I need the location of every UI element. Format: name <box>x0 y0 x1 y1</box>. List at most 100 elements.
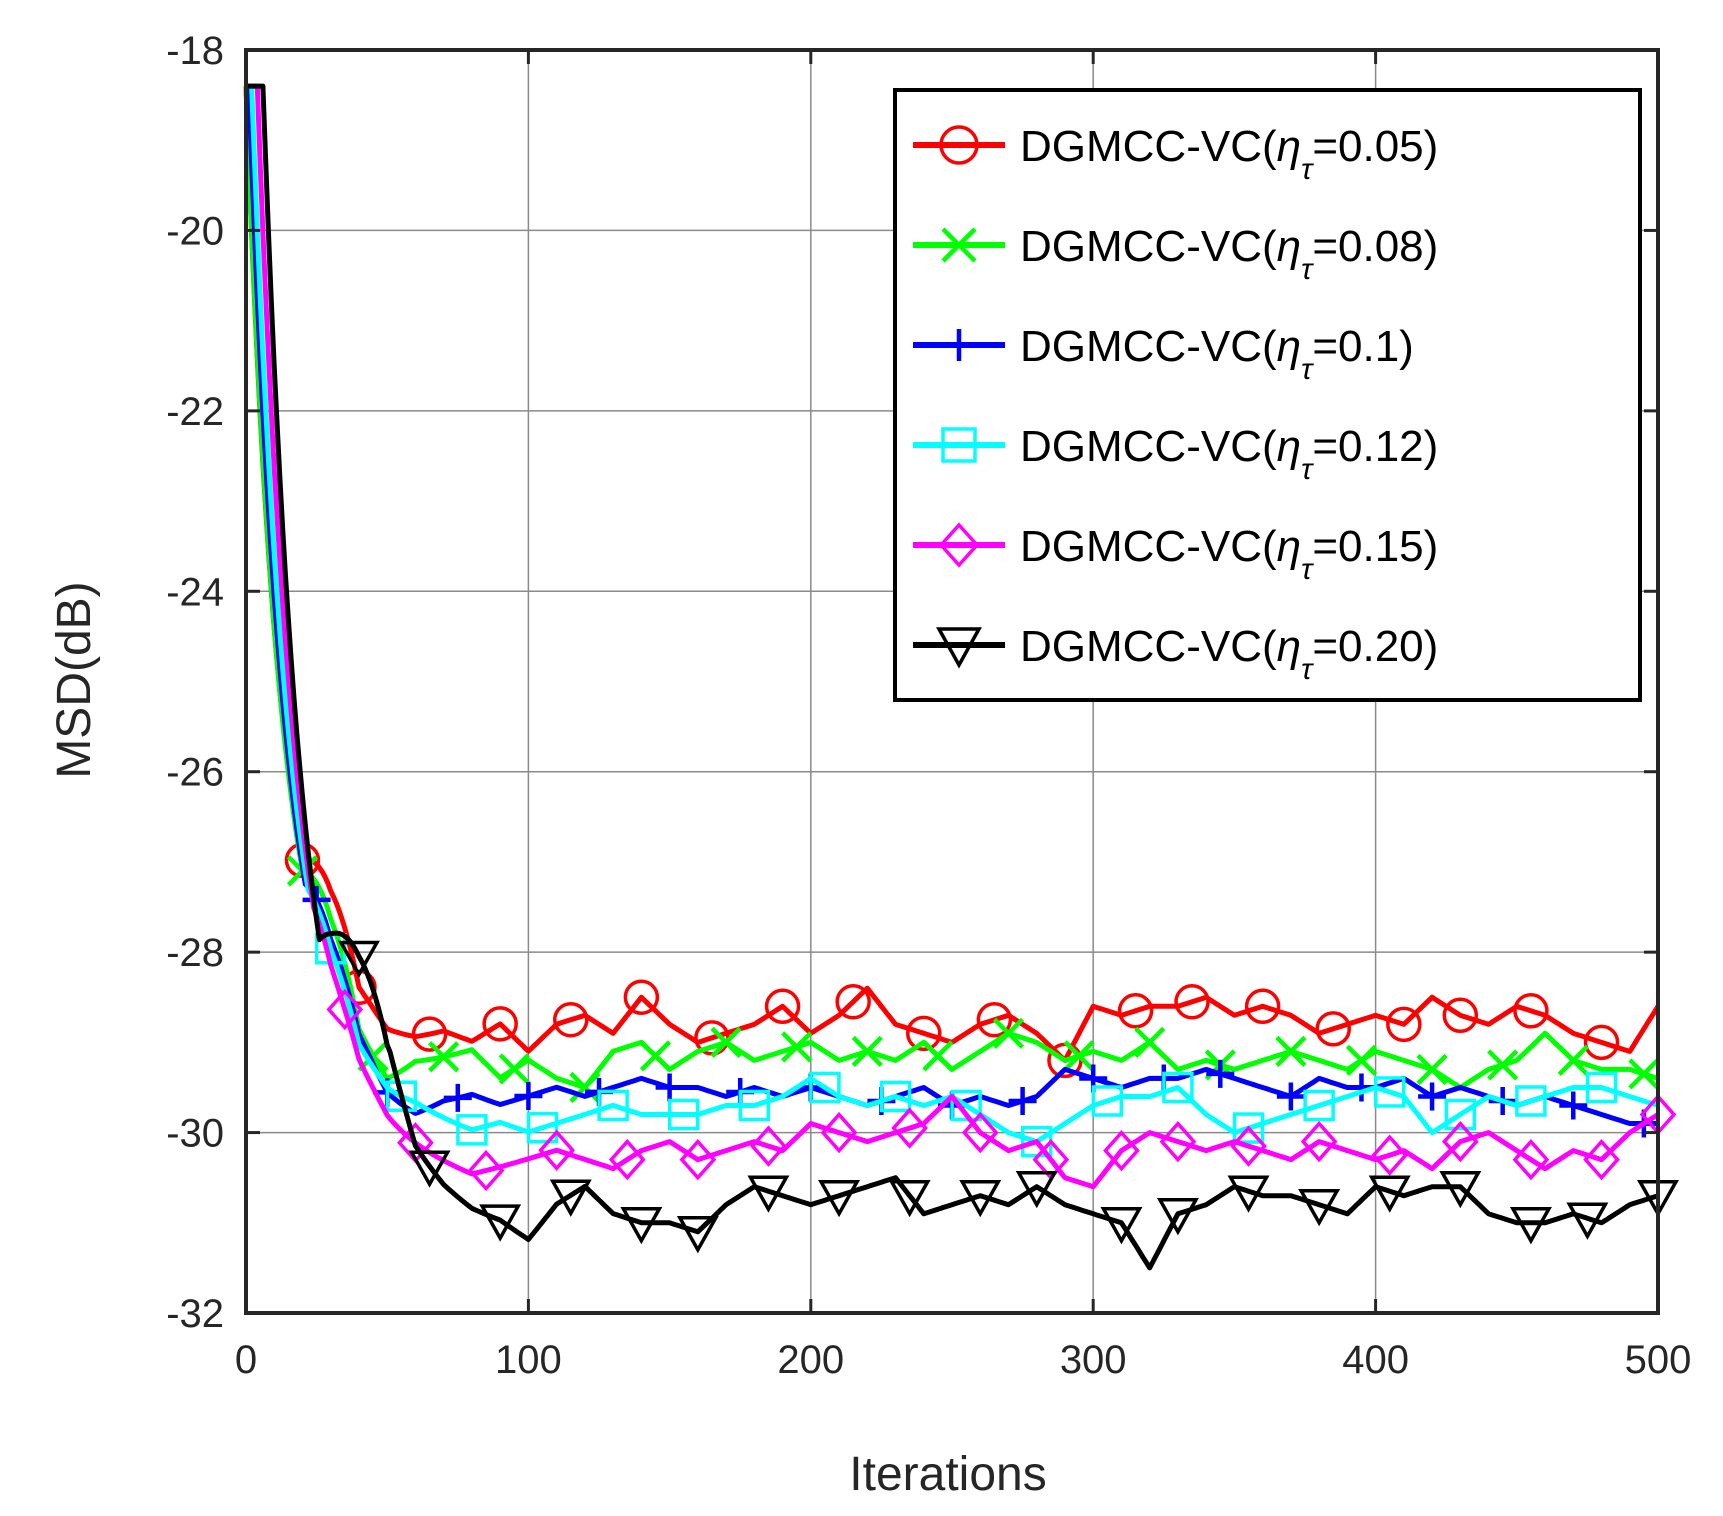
data-point <box>922 1040 954 1072</box>
data-point <box>1585 1071 1618 1104</box>
data-point <box>1345 1044 1378 1076</box>
legend-marker <box>939 125 979 165</box>
data-point <box>569 1071 601 1103</box>
data-point <box>1557 1044 1589 1076</box>
data-point <box>1439 1170 1482 1209</box>
data-point <box>498 1053 530 1085</box>
data-point <box>1008 1087 1037 1115</box>
y-tick-label: -22 <box>166 390 224 434</box>
data-point <box>1513 993 1549 1029</box>
data-point <box>809 1071 841 1104</box>
data-point <box>950 1089 982 1122</box>
data-point <box>514 1082 543 1111</box>
data-point <box>1303 1089 1335 1122</box>
data-point <box>781 1031 813 1063</box>
data-point <box>959 1179 1002 1218</box>
data-point <box>906 1015 942 1052</box>
data-point <box>1487 1049 1519 1081</box>
data-point <box>428 1041 460 1073</box>
legend-label: DGMCC-VC(ητ=0.20) <box>1020 622 1438 686</box>
data-point <box>667 1098 700 1131</box>
data-point <box>1444 1098 1477 1131</box>
legend-item-1: DGMCC-VC(ητ=0.08) <box>913 222 1438 286</box>
data-point <box>1441 1120 1479 1163</box>
legend-marker <box>943 329 975 361</box>
legend-item-5: DGMCC-VC(ητ=0.20) <box>913 622 1438 686</box>
data-point <box>992 1017 1025 1049</box>
data-point <box>467 1149 505 1192</box>
data-point <box>1368 1175 1411 1213</box>
legend-item-4: DGMCC-VC(ητ=0.15) <box>913 522 1438 586</box>
data-point <box>408 1150 451 1188</box>
data-point <box>639 1040 672 1072</box>
data-point <box>1162 1071 1194 1104</box>
data-point <box>1100 1207 1143 1245</box>
data-point <box>326 988 364 1031</box>
legend-label: DGMCC-VC(ητ=0.05) <box>1020 122 1438 186</box>
legend-label: DGMCC-VC(ητ=0.08) <box>1020 222 1438 286</box>
data-point <box>597 1089 629 1122</box>
x-tick-label: 100 <box>495 1338 562 1382</box>
data-point <box>1206 1059 1235 1088</box>
data-point <box>891 1107 928 1149</box>
legend-marker <box>938 522 980 568</box>
data-point <box>1386 1006 1422 1043</box>
data-point <box>443 1083 472 1112</box>
y-tick-label: -32 <box>166 1292 224 1336</box>
legend: DGMCC-VC(ητ=0.05) DGMCC-VC(ητ=0.08) DGMCC-… <box>893 88 1642 702</box>
x-tick-label: 500 <box>1625 1338 1692 1382</box>
data-point <box>1117 993 1154 1029</box>
data-point <box>482 1006 518 1042</box>
data-point <box>1159 1120 1197 1163</box>
legend-label: DGMCC-VC(ητ=0.12) <box>1020 422 1438 486</box>
data-point <box>1416 1053 1448 1086</box>
data-point <box>750 1125 787 1167</box>
data-point <box>1371 1134 1409 1176</box>
data-point <box>1230 1125 1267 1167</box>
data-point <box>835 984 871 1020</box>
data-point <box>888 1179 931 1218</box>
x-tick-label: 400 <box>1342 1338 1409 1382</box>
legend-marker <box>936 627 982 669</box>
legend-marker <box>941 427 977 463</box>
data-point <box>1015 1170 1058 1209</box>
data-point <box>1275 1035 1307 1067</box>
series-line <box>246 83 1659 1271</box>
y-tick-label: -30 <box>166 1112 224 1156</box>
data-point <box>1515 1085 1547 1117</box>
data-point <box>1566 1202 1609 1240</box>
data-point <box>1583 1139 1620 1181</box>
series-5 <box>246 83 1679 1271</box>
data-point <box>538 1129 575 1171</box>
y-tick-label: -18 <box>166 29 224 73</box>
x-tick-label: 300 <box>1060 1338 1127 1382</box>
data-point <box>679 1138 717 1181</box>
data-point <box>710 1026 742 1058</box>
y-tick-label: -20 <box>166 209 224 253</box>
y-tick-label: -26 <box>166 751 224 795</box>
data-point <box>1156 1198 1199 1236</box>
legend-label: DGMCC-VC(ητ=0.15) <box>1020 522 1438 586</box>
data-point <box>337 940 380 979</box>
legend-item-3: DGMCC-VC(ητ=0.12) <box>913 422 1438 486</box>
data-point <box>1232 1112 1265 1144</box>
data-point <box>820 1111 858 1154</box>
y-tick-label: -28 <box>166 931 224 975</box>
data-point <box>411 1016 448 1052</box>
data-point <box>764 988 801 1025</box>
data-point <box>1063 1040 1095 1072</box>
legend-label: DGMCC-VC(ητ=0.1) <box>1020 322 1414 386</box>
data-point <box>879 1080 912 1113</box>
y-axis-label: MSD(dB) <box>48 581 101 778</box>
y-tick-label: -24 <box>166 570 224 614</box>
data-point <box>1512 1139 1550 1181</box>
series-4 <box>246 83 1677 1192</box>
data-point <box>1300 1120 1338 1163</box>
data-point <box>1276 1082 1305 1111</box>
data-point <box>1583 1024 1620 1061</box>
data-point <box>818 1179 861 1218</box>
data-point <box>738 1089 771 1122</box>
x-axis-label: Iterations <box>849 1448 1046 1501</box>
